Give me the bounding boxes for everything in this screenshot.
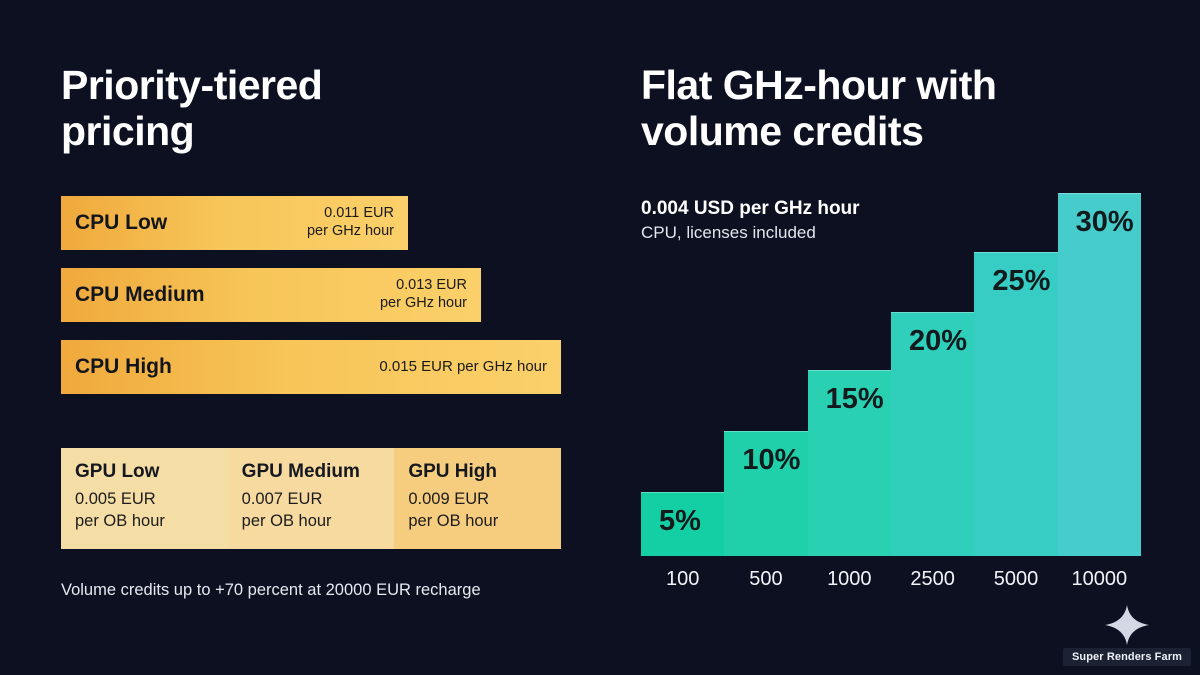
page-title-left: Priority-tiered pricing: [61, 62, 323, 155]
chart-bar-fill: 10%: [724, 431, 808, 556]
chart-bar-value-label: 30%: [1075, 206, 1134, 238]
gpu-tier-name: GPU High: [408, 461, 498, 482]
chart-bar-value-label: 10%: [742, 444, 801, 476]
cpu-tier-name: CPU Low: [75, 211, 168, 234]
cpu-tier-price: 0.013 EUR per GHz hour: [379, 277, 467, 311]
chart-x-tick-label: 2500: [910, 568, 955, 590]
cpu-tier-name: CPU Medium: [75, 283, 205, 306]
chart-bar: 5%: [641, 180, 725, 556]
chart-x-tick-label: 5000: [993, 568, 1039, 590]
brand-logo: Super Renders Farm: [1062, 604, 1192, 666]
chart-bar-value-label: 15%: [825, 383, 884, 415]
volume-credit-bar-chart: 5% 10% 15% 20% 25% 30%: [641, 180, 1141, 556]
chart-x-axis: 100 500 1000 2500 5000 10000: [641, 568, 1141, 598]
cpu-tier-row: CPU Low 0.011 EUR per GHz hour: [61, 196, 408, 250]
chart-bar-fill: 20%: [891, 312, 975, 556]
brand-name: Super Renders Farm: [1062, 648, 1191, 666]
chart-bar: 15%: [807, 180, 891, 556]
gpu-tier-name: GPU Low: [75, 461, 160, 482]
cpu-tier-name: CPU High: [75, 355, 172, 378]
chart-bar-value-label: 5%: [659, 505, 701, 537]
cpu-tier-price: 0.011 EUR per GHz hour: [306, 205, 394, 239]
flat-rate-block: 0.004 USD per GHz hour CPU, licenses inc…: [641, 196, 860, 245]
sparkle-icon: [1105, 605, 1149, 645]
chart-bar-fill: 5%: [641, 492, 725, 556]
gpu-tier-unit: per OB hour: [75, 511, 165, 530]
chart-bar: 10%: [724, 180, 808, 556]
gpu-tier-cell: GPU Medium 0.007 EUR per OB hour: [227, 448, 395, 549]
chart-x-tick-label: 1000: [827, 568, 872, 590]
chart-x-tick-label: 10000: [1071, 568, 1128, 590]
gpu-tier-cell: GPU High 0.009 EUR per OB hour: [394, 448, 561, 549]
gpu-tier-price: 0.009 EUR: [408, 489, 490, 508]
gpu-pricing-table: GPU Low 0.005 EUR per OB hour GPU Medium…: [61, 448, 561, 549]
chart-bar-value-label: 20%: [909, 325, 968, 357]
chart-x-tick-label: 500: [749, 568, 783, 590]
gpu-tier-name: GPU Medium: [241, 461, 360, 482]
gpu-tier-cell: GPU Low 0.005 EUR per OB hour: [61, 448, 228, 549]
page-title-right: Flat GHz-hour with volume credits: [641, 62, 997, 155]
cpu-tier-price: 0.015 EUR per GHz hour: [379, 357, 547, 375]
volume-credits-footnote: Volume credits up to +70 percent at 2000…: [61, 581, 481, 599]
cpu-tier-row: CPU High 0.015 EUR per GHz hour: [61, 340, 561, 394]
chart-bar: 25%: [974, 180, 1058, 556]
gpu-tier-unit: per OB hour: [408, 511, 499, 530]
chart-bar-fill: 15%: [807, 370, 891, 556]
chart-x-tick-label: 100: [665, 568, 700, 590]
flat-rate-note: CPU, licenses included: [641, 222, 816, 242]
chart-bar-value-label: 25%: [992, 265, 1051, 297]
gpu-tier-unit: per OB hour: [241, 511, 332, 530]
chart-bar-fill: 30%: [1057, 193, 1141, 556]
gpu-tier-price: 0.005 EUR: [75, 489, 156, 508]
gpu-tier-price: 0.007 EUR: [241, 489, 323, 508]
flat-rate-value: 0.004 USD per GHz hour: [641, 198, 860, 219]
cpu-tier-row: CPU Medium 0.013 EUR per GHz hour: [61, 268, 481, 322]
chart-bar-fill: 25%: [974, 252, 1058, 556]
chart-bar: 30%: [1057, 180, 1141, 556]
chart-bar: 20%: [891, 180, 975, 556]
